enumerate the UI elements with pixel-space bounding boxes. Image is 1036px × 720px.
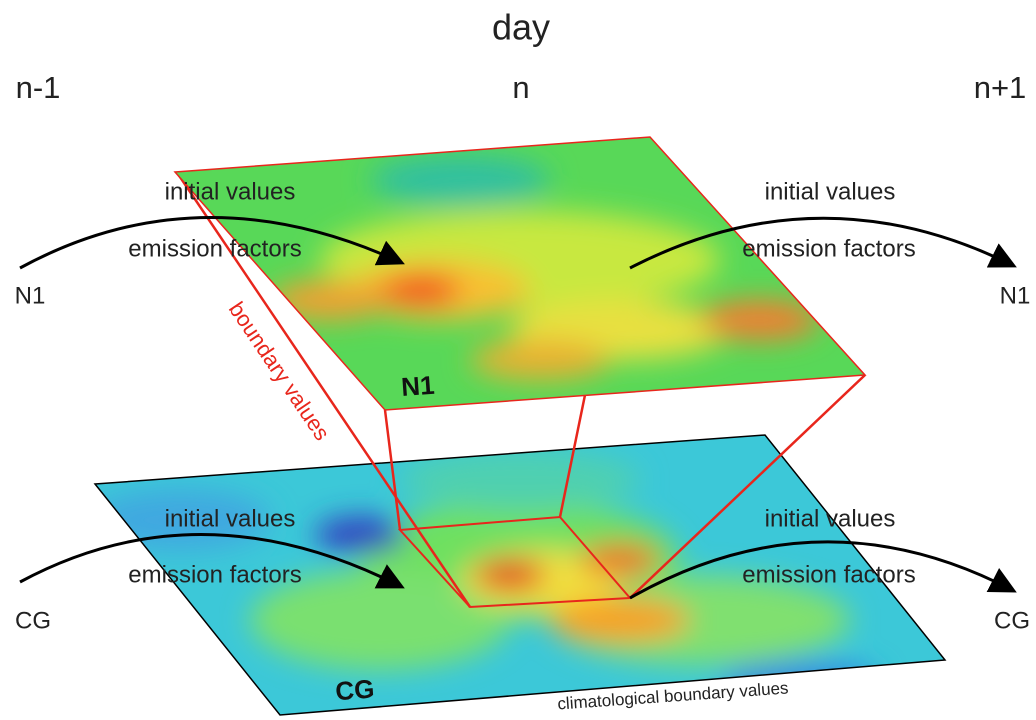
map-label: N1 (400, 370, 435, 402)
page: {"title": "day", "columns": ["n-1", "n",… (0, 0, 1036, 720)
layer-out-label: N1 (1000, 282, 1031, 309)
layer-in-label: CG (15, 607, 51, 634)
incoming-label: initial values (165, 505, 296, 532)
diagram: day n-1 n n+1 initial values emission fa… (0, 0, 1036, 720)
outgoing-label: emission factors (742, 235, 915, 262)
incoming-label: initial values (165, 178, 296, 205)
title: day (492, 7, 550, 48)
layer-in-label: N1 (15, 282, 46, 309)
incoming-label: emission factors (128, 561, 301, 588)
outgoing-label: initial values (765, 505, 896, 532)
column-label: n (512, 70, 529, 105)
column-label: n+1 (974, 70, 1027, 105)
map-label: CG (334, 674, 375, 707)
incoming-label: emission factors (128, 235, 301, 262)
layer-out-label: CG (994, 607, 1030, 634)
column-label: n-1 (16, 70, 61, 105)
outgoing-label: emission factors (742, 561, 915, 588)
outgoing-label: initial values (765, 178, 896, 205)
